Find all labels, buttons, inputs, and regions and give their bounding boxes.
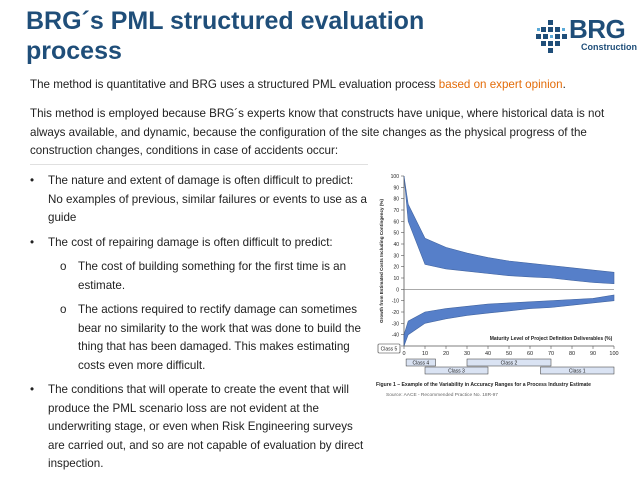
class-label: Class 5 xyxy=(381,347,398,353)
logo-mark-icon xyxy=(536,20,567,53)
class-label: Class 4 xyxy=(412,360,429,366)
x-tick-label: 10 xyxy=(422,351,428,357)
y-tick-label: 60 xyxy=(393,219,399,225)
paragraph-divider xyxy=(30,164,368,165)
y-tick-label: 100 xyxy=(391,174,400,180)
bullet-text: The cost of repairing damage is often di… xyxy=(48,235,333,249)
y-tick-label: 80 xyxy=(393,197,399,203)
class-label: Class 2 xyxy=(501,360,518,366)
y-tick-label: -30 xyxy=(392,321,399,327)
bullet-text: The nature and extent of damage is often… xyxy=(48,174,367,224)
accuracy-band-lower xyxy=(403,294,615,347)
y-tick-label: 10 xyxy=(393,276,399,282)
y-tick-label: -20 xyxy=(392,310,399,316)
bullet-item: • The conditions that will operate to cr… xyxy=(30,381,370,474)
y-axis-label: Growth from Estimated Costs Including Co… xyxy=(379,199,384,324)
y-tick-label: 30 xyxy=(393,253,399,259)
class-label: Class 1 xyxy=(569,368,586,374)
y-tick-label: 40 xyxy=(393,242,399,248)
y-tick-label: -40 xyxy=(392,333,399,339)
brg-logo: BRG Construction xyxy=(536,14,637,56)
logo-subtitle: Construction xyxy=(581,42,637,52)
method-paragraph: This method is employed because BRG´s ex… xyxy=(30,107,605,157)
x-tick-label: 20 xyxy=(443,351,449,357)
y-tick-label: 50 xyxy=(393,231,399,237)
y-tick-label: -10 xyxy=(392,299,399,305)
class-bar xyxy=(466,358,552,367)
bullet-text: The conditions that will operate to crea… xyxy=(48,383,364,470)
figure-source: Source: AACE - Recommended Practice No. … xyxy=(386,392,498,398)
bullet-item: • The cost of repairing damage is often … xyxy=(30,234,370,253)
sub-bullet-marker: o xyxy=(60,260,67,273)
x-tick-label: 70 xyxy=(548,351,554,357)
sub-bullet-item: o The actions required to rectify damage… xyxy=(30,301,370,375)
x-tick-label: 100 xyxy=(609,351,618,357)
sub-bullet-marker: o xyxy=(60,303,67,316)
x-tick-label: 40 xyxy=(485,351,491,357)
x-tick-label: 90 xyxy=(590,351,596,357)
y-tick-label: 20 xyxy=(393,265,399,271)
class-label: Class 3 xyxy=(448,368,465,374)
figure-caption: Figure 1 – Example of the Variability in… xyxy=(376,382,591,388)
accuracy-range-chart: 1009080706050403020100-10-20-30-40-50010… xyxy=(374,168,624,408)
intro-text: The method is quantitative and BRG uses … xyxy=(30,78,439,91)
intro-paragraph: The method is quantitative and BRG uses … xyxy=(30,76,620,94)
bullet-item: • The nature and extent of damage is oft… xyxy=(30,172,370,228)
bullet-list: • The nature and extent of damage is oft… xyxy=(30,172,370,480)
sub-bullet-item: o The cost of building something for the… xyxy=(30,258,370,295)
y-tick-label: 90 xyxy=(393,185,399,191)
intro-highlight: based on expert opinion xyxy=(438,78,563,91)
sub-bullet-text: The actions required to rectify damage c… xyxy=(78,303,361,372)
class-bar xyxy=(424,366,489,375)
bullet-marker: • xyxy=(30,174,35,187)
class-box xyxy=(377,343,401,354)
bullet-marker: • xyxy=(30,383,35,396)
x-tick-label: 50 xyxy=(506,351,512,357)
x-tick-label: 30 xyxy=(464,351,470,357)
y-tick-label: 70 xyxy=(393,208,399,214)
logo-word: BRG xyxy=(569,14,626,44)
chart-svg: 1009080706050403020100-10-20-30-40-50010… xyxy=(376,174,619,398)
class-bar xyxy=(540,366,615,375)
bullet-marker: • xyxy=(30,235,35,249)
sub-bullet-text: The cost of building something for the f… xyxy=(78,260,347,292)
x-tick-label: 60 xyxy=(527,351,533,357)
x-axis-label: Maturity Level of Project Definition Del… xyxy=(490,336,613,342)
intro-end: . xyxy=(562,78,566,91)
accuracy-band-upper xyxy=(403,175,615,285)
y-tick-label: 0 xyxy=(396,287,399,293)
page-title: BRG´s PML structured evaluation process xyxy=(26,7,425,65)
x-tick-label: 0 xyxy=(402,351,405,357)
class-bar xyxy=(405,358,436,367)
x-tick-label: 80 xyxy=(569,351,575,357)
